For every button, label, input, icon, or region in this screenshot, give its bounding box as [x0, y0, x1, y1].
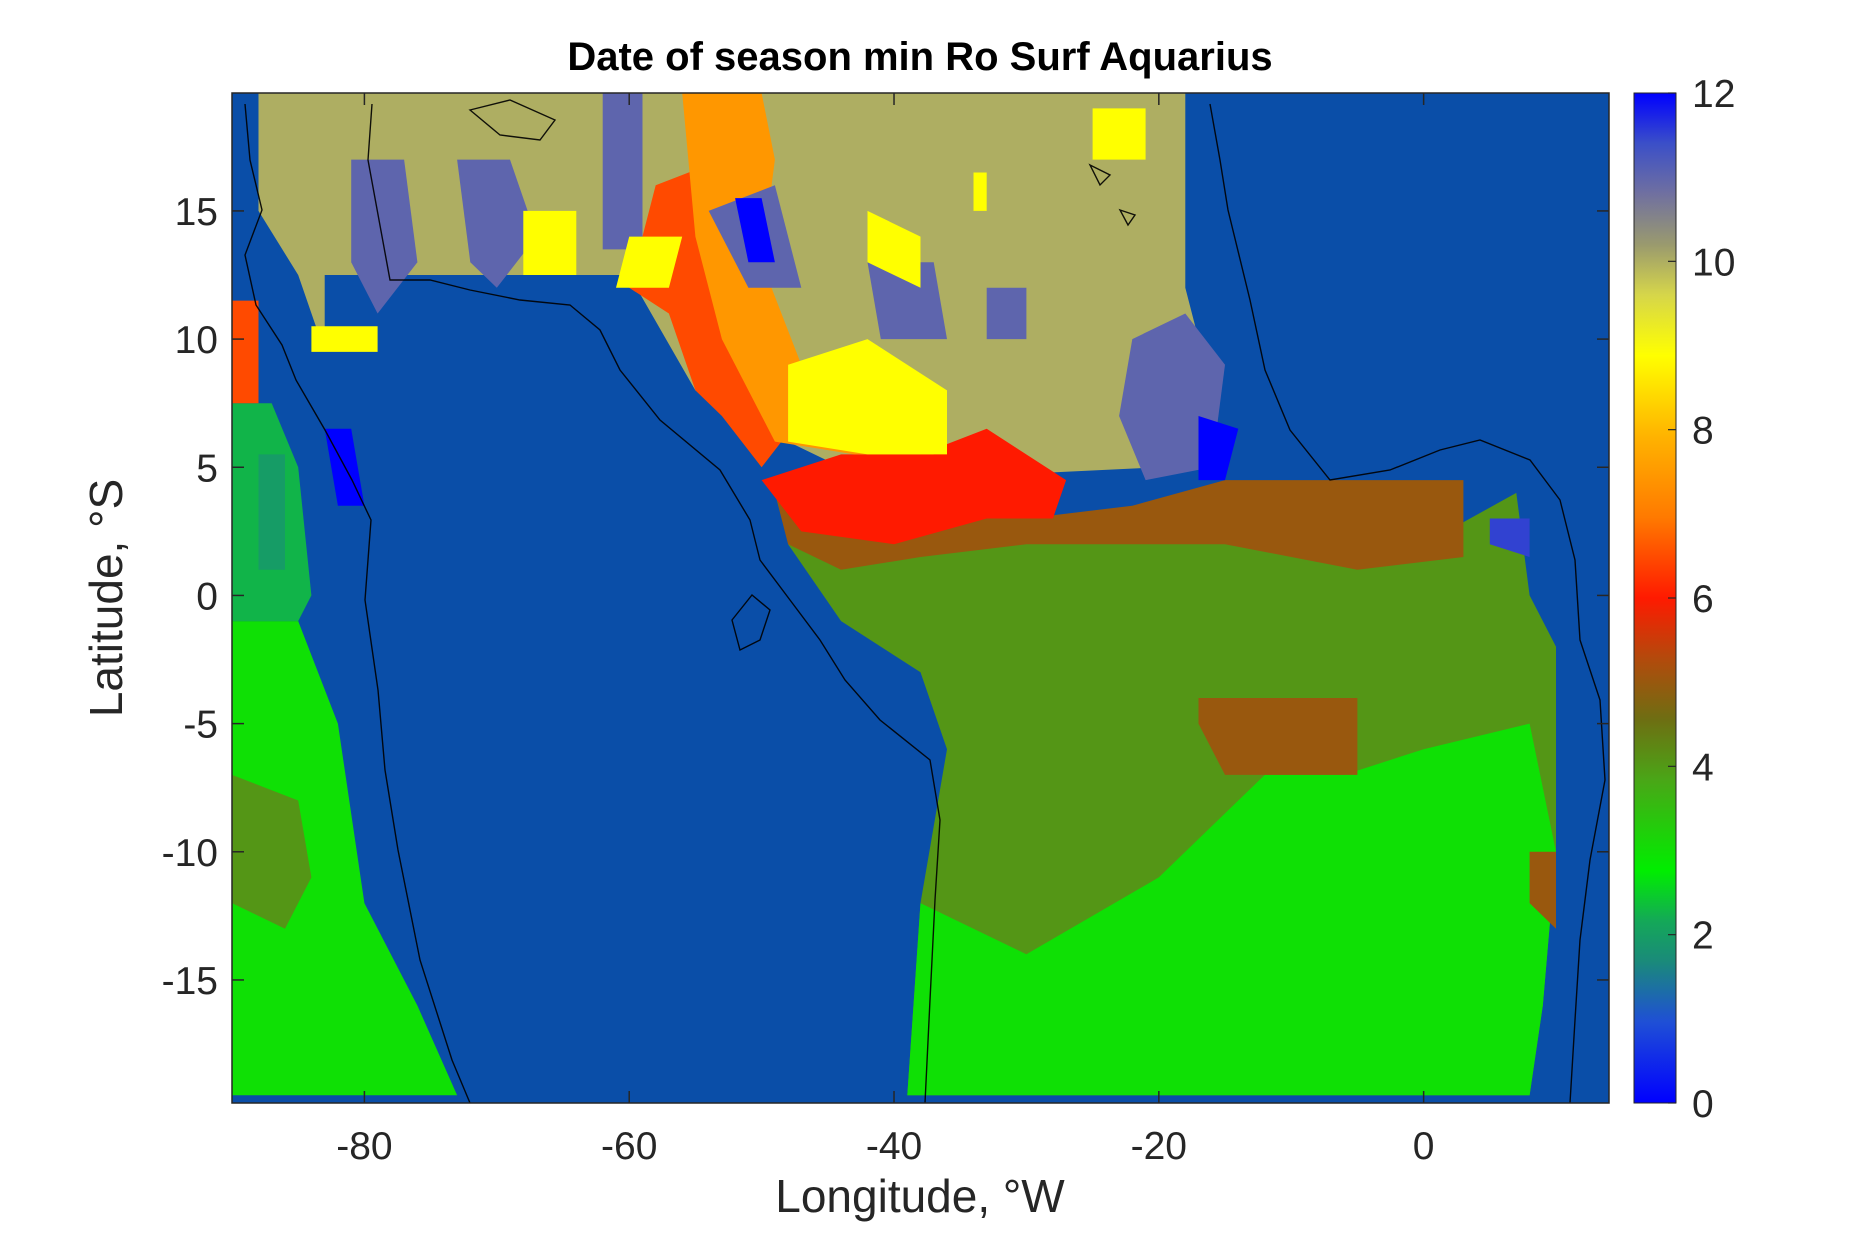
y-tick-label: -10 [162, 832, 218, 875]
colorbar: 0 2 4 6 8 10 12 [1633, 73, 1735, 1126]
region-ne-blue-patch [1198, 416, 1239, 481]
region-n-yellow-4 [867, 210, 921, 288]
x-tick-label: 0 [1413, 1125, 1435, 1168]
region-e-brown-patch [1529, 851, 1556, 929]
region-nw-yellow-1 [311, 326, 378, 352]
y-tick-label: -5 [183, 704, 218, 747]
heatmap-regions [232, 93, 1556, 1096]
chart-title: Date of season min Ro Surf Aquarius [567, 35, 1272, 79]
region-sw-bright-green [232, 621, 458, 1096]
region-w-red-edge [232, 300, 259, 404]
x-tick-label: -60 [601, 1125, 657, 1168]
region-n-yellow-5 [1092, 108, 1146, 160]
region-nw-slate-2 [457, 159, 537, 288]
region-n-yellow-6 [973, 172, 987, 211]
region-sw-olive-patch [232, 774, 312, 929]
region-n-yellow-3 [616, 236, 683, 288]
colorbar-tick-label: 12 [1692, 73, 1735, 116]
region-n-slate-4 [986, 287, 1027, 340]
x-tick-label: -40 [866, 1125, 922, 1168]
plot-frame [231, 92, 1610, 1104]
colorbar-ticks: 0 2 4 6 8 10 12 [1668, 73, 1735, 1126]
colorbar-tick-label: 10 [1692, 241, 1735, 284]
region-nw-yellow-2 [523, 210, 577, 275]
region-red-band [761, 428, 1067, 545]
region-brown-band [774, 480, 1464, 570]
y-tick-label: 15 [175, 191, 218, 234]
colorbar-tick-label: 2 [1692, 915, 1714, 958]
region-n-slate-1 [602, 93, 643, 250]
y-tick-label: -15 [162, 960, 218, 1003]
region-n-slate-3 [867, 262, 947, 340]
y-axis: -15 -10 -5 0 5 10 15 [162, 191, 1609, 1003]
colorbar-tick-label: 6 [1692, 578, 1714, 621]
y-tick-label: 0 [196, 575, 218, 618]
region-se-bright-green [907, 723, 1556, 1096]
region-n-blue-patch [735, 198, 775, 263]
colorbar-tick-label: 8 [1692, 410, 1714, 453]
region-atlantic-brown-patch [1198, 698, 1358, 775]
region-yellow-diagonal [788, 339, 947, 455]
region-nw-slate-1 [351, 159, 418, 314]
region-w-teal-patch [258, 454, 285, 570]
x-tick-label: -20 [1131, 1125, 1187, 1168]
colorbar-tick-label: 0 [1692, 1083, 1714, 1126]
x-tick-label: -80 [336, 1125, 392, 1168]
y-tick-label: 10 [175, 319, 218, 362]
colorbar-tick-label: 4 [1692, 746, 1714, 789]
x-axis: -80 -60 -40 -20 0 [336, 93, 1434, 1168]
y-tick-label: 5 [196, 447, 218, 490]
coastlines [244, 99, 1606, 1103]
region-orange-diagonal [682, 93, 934, 455]
y-axis-label: Latitude, °S [80, 479, 132, 717]
region-e-blue-patch [1489, 518, 1530, 557]
x-axis-label: Longitude, °W [775, 1170, 1065, 1222]
plot-area [232, 93, 1609, 1103]
